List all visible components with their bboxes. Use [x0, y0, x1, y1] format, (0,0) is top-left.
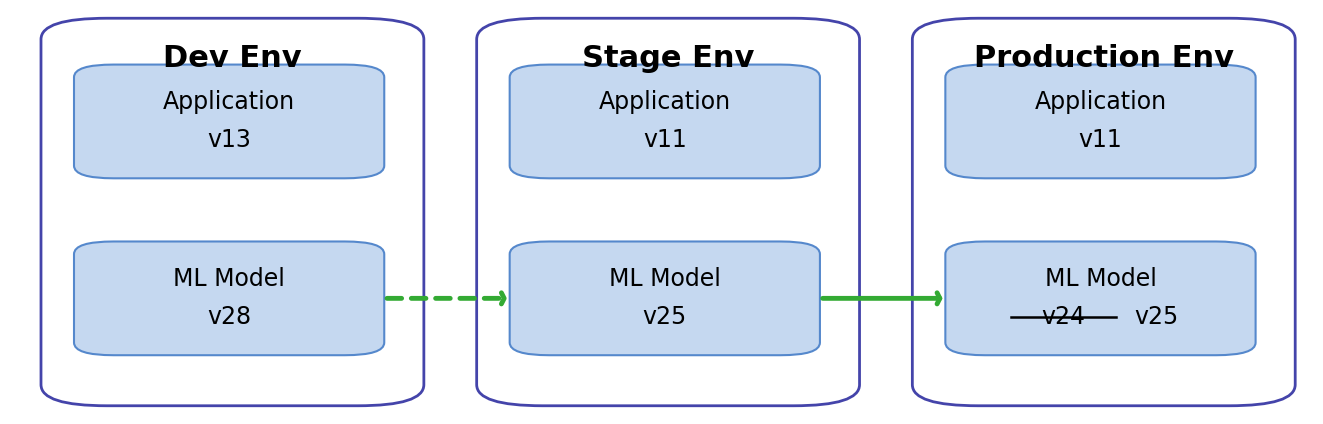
FancyBboxPatch shape: [74, 242, 384, 355]
FancyBboxPatch shape: [509, 64, 820, 179]
Text: v25: v25: [643, 305, 687, 329]
Text: Application: Application: [1035, 90, 1167, 114]
FancyBboxPatch shape: [476, 18, 860, 406]
Text: v25: v25: [1134, 305, 1177, 329]
Text: v13: v13: [208, 128, 251, 152]
Text: v11: v11: [643, 128, 687, 152]
Text: Application: Application: [599, 90, 730, 114]
Text: v11: v11: [1078, 128, 1122, 152]
Text: ML Model: ML Model: [173, 268, 284, 291]
FancyBboxPatch shape: [41, 18, 423, 406]
FancyBboxPatch shape: [74, 64, 384, 179]
Text: Dev Env: Dev Env: [163, 44, 302, 73]
FancyBboxPatch shape: [946, 64, 1256, 179]
Text: ML Model: ML Model: [1045, 268, 1156, 291]
Text: Stage Env: Stage Env: [582, 44, 754, 73]
FancyBboxPatch shape: [509, 242, 820, 355]
Text: Production Env: Production Env: [974, 44, 1234, 73]
Text: ML Model: ML Model: [609, 268, 721, 291]
FancyBboxPatch shape: [913, 18, 1295, 406]
Text: v24: v24: [1041, 305, 1085, 329]
FancyBboxPatch shape: [946, 242, 1256, 355]
Text: Application: Application: [163, 90, 295, 114]
Text: v28: v28: [208, 305, 251, 329]
